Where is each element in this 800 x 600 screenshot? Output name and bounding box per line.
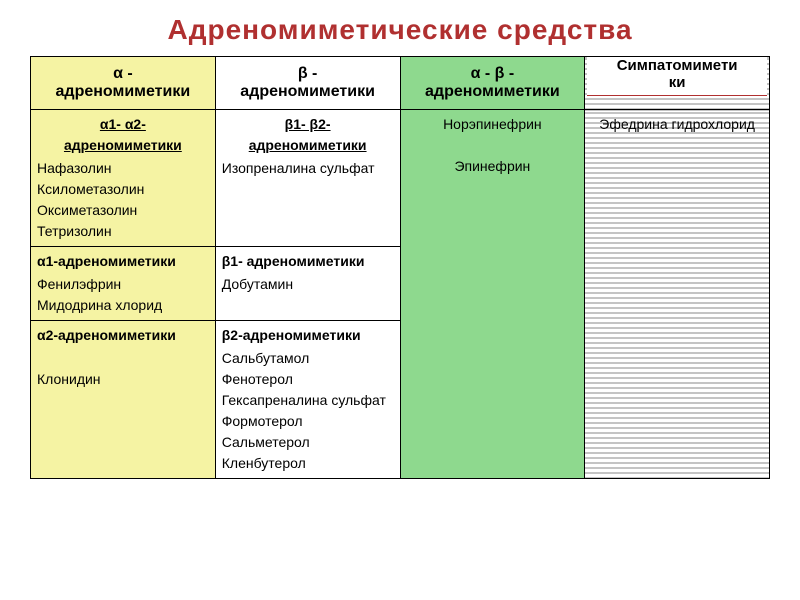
r3-beta: β2-адреномиметики СальбутамолФенотеролГе…	[215, 321, 400, 479]
ab-drugs: НорэпинефринЭпинефрин	[443, 116, 542, 174]
col-ab-header: α - β - адреномиметики	[400, 57, 585, 110]
col-alpha-header: α - адреномиметики	[31, 57, 216, 110]
col-symp-header: Симпатомимети ки	[585, 57, 770, 110]
r2-beta-head: β1- адреномиметики	[222, 251, 394, 272]
ab-cell: НорэпинефринЭпинефрин	[400, 110, 585, 479]
r2-alpha-head: α1-адреномиметики	[37, 251, 209, 272]
col-symp-l2: ки	[669, 74, 686, 91]
r1-alpha: α1- α2-адреномиметики НафазолинКсиломета…	[31, 110, 216, 247]
r1-beta-drugs: Изопреналина сульфат	[222, 160, 375, 176]
r1-alpha-drugs: НафазолинКсилометазолинОксиметазолинТетр…	[37, 160, 144, 239]
drug-table: α - адреномиметики β - адреномиметики α …	[30, 56, 770, 479]
col-beta-l2: адреномиметики	[240, 83, 375, 100]
r1-beta-head: β1- β2-адреномиметики	[222, 114, 394, 156]
col-ab-l1: α - β -	[471, 65, 515, 82]
r3-alpha-drugs: Клонидин	[37, 371, 101, 387]
r2-alpha-drugs: ФенилэфринМидодрина хлорид	[37, 276, 162, 313]
symp-cell: Эфедрина гидрохлорид	[585, 110, 770, 479]
col-beta-header: β - адреномиметики	[215, 57, 400, 110]
r2-beta-drugs: Добутамин	[222, 276, 293, 292]
page-title: Адреномиметические средства	[30, 14, 770, 46]
r3-beta-drugs: СальбутамолФенотеролГексапреналина сульф…	[222, 350, 386, 471]
header-row: α - адреномиметики β - адреномиметики α …	[31, 57, 770, 110]
col-beta-l1: β -	[298, 65, 318, 82]
col-alpha-l2: адреномиметики	[56, 83, 191, 100]
col-ab-l2: адреномиметики	[425, 83, 560, 100]
col-symp-l1: Симпатомимети	[617, 57, 738, 74]
r3-alpha: α2-адреномиметики Клонидин	[31, 321, 216, 479]
r3-alpha-head: α2-адреномиметики	[37, 325, 209, 346]
r1-beta: β1- β2-адреномиметики Изопреналина сульф…	[215, 110, 400, 247]
r2-alpha: α1-адреномиметики ФенилэфринМидодрина хл…	[31, 247, 216, 321]
symp-drugs: Эфедрина гидрохлорид	[599, 116, 755, 132]
r2-beta: β1- адреномиметики Добутамин	[215, 247, 400, 321]
row-1: α1- α2-адреномиметики НафазолинКсиломета…	[31, 110, 770, 247]
r3-beta-head: β2-адреномиметики	[222, 325, 394, 346]
col-alpha-l1: α -	[113, 65, 133, 82]
r1-alpha-head: α1- α2-адреномиметики	[37, 114, 209, 156]
